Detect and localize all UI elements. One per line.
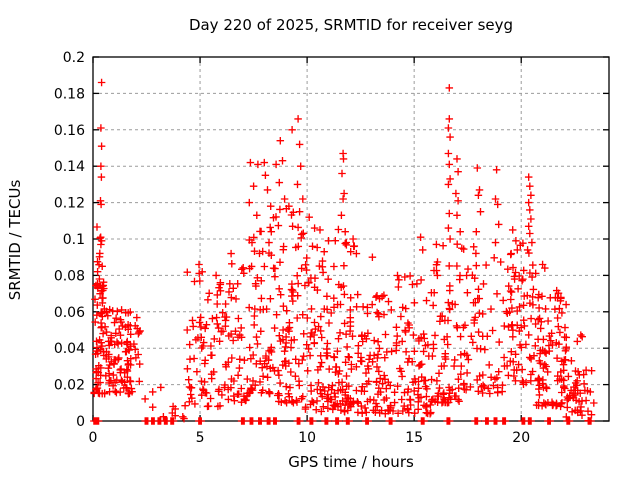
y-tick-label: 0: [76, 414, 85, 430]
y-tick-label: 0.1: [63, 232, 85, 248]
x-tick-label: 10: [298, 430, 316, 446]
x-tick-label: 20: [512, 430, 530, 446]
y-tick-label: 0.04: [54, 341, 85, 357]
y-tick-label: 0.18: [54, 86, 85, 102]
y-tick-label: 0.06: [54, 305, 85, 321]
x-tick-label: 0: [89, 430, 98, 446]
x-axis-label: GPS time / hours: [288, 453, 414, 471]
y-tick-label: 0.12: [54, 196, 85, 212]
y-tick-label: 0.16: [54, 123, 85, 139]
y-tick-label: 0.14: [54, 159, 85, 175]
scatter-points: [90, 78, 598, 425]
chart-title: Day 220 of 2025, SRMTID for receiver sey…: [188, 16, 514, 34]
x-tick-label: 5: [196, 430, 205, 446]
y-tick-label: 0.2: [63, 50, 85, 66]
y-tick-label: 0.08: [54, 268, 85, 284]
y-tick-label: 0.02: [54, 378, 85, 394]
x-tick-label: 15: [405, 430, 423, 446]
